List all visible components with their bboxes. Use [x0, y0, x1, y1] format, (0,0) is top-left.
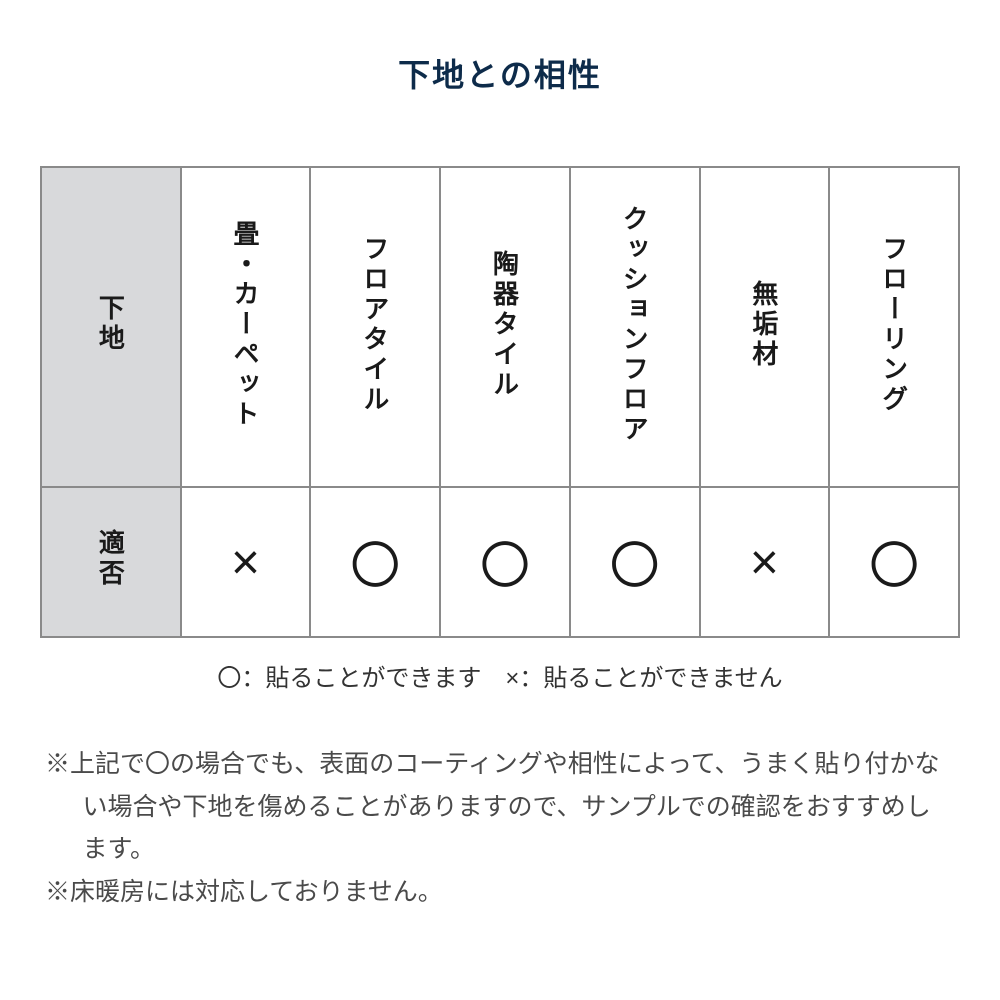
notes-section: ※上記で〇の場合でも、表面のコーティングや相性によって、うまく貼り付かない場合や…: [40, 743, 960, 913]
compatibility-table: 下地 畳・カーペット フロアタイル 陶器タイル クッションフロア 無垢材 フロー…: [40, 166, 960, 638]
result-cell: 〇: [310, 487, 440, 637]
result-cell: 〇: [570, 487, 700, 637]
column-header: 無垢材: [700, 167, 830, 487]
note-line: ※上記で〇の場合でも、表面のコーティングや相性によって、うまく貼り付かない場合や…: [45, 743, 955, 871]
column-header: 畳・カーペット: [181, 167, 311, 487]
legend-text: 〇：貼ることができます ×：貼ることができません: [40, 658, 960, 693]
column-header: クッションフロア: [570, 167, 700, 487]
result-cell: ×: [181, 487, 311, 637]
result-cell: 〇: [829, 487, 959, 637]
column-header: フロアタイル: [310, 167, 440, 487]
row-header-substrate: 下地: [41, 167, 181, 487]
result-cell: ×: [700, 487, 830, 637]
row-header-result: 適否: [41, 487, 181, 637]
column-header: フローリング: [829, 167, 959, 487]
result-cell: 〇: [440, 487, 570, 637]
page-title: 下地との相性: [40, 50, 960, 96]
column-header: 陶器タイル: [440, 167, 570, 487]
note-line: ※床暖房には対応しておりません。: [45, 871, 955, 914]
